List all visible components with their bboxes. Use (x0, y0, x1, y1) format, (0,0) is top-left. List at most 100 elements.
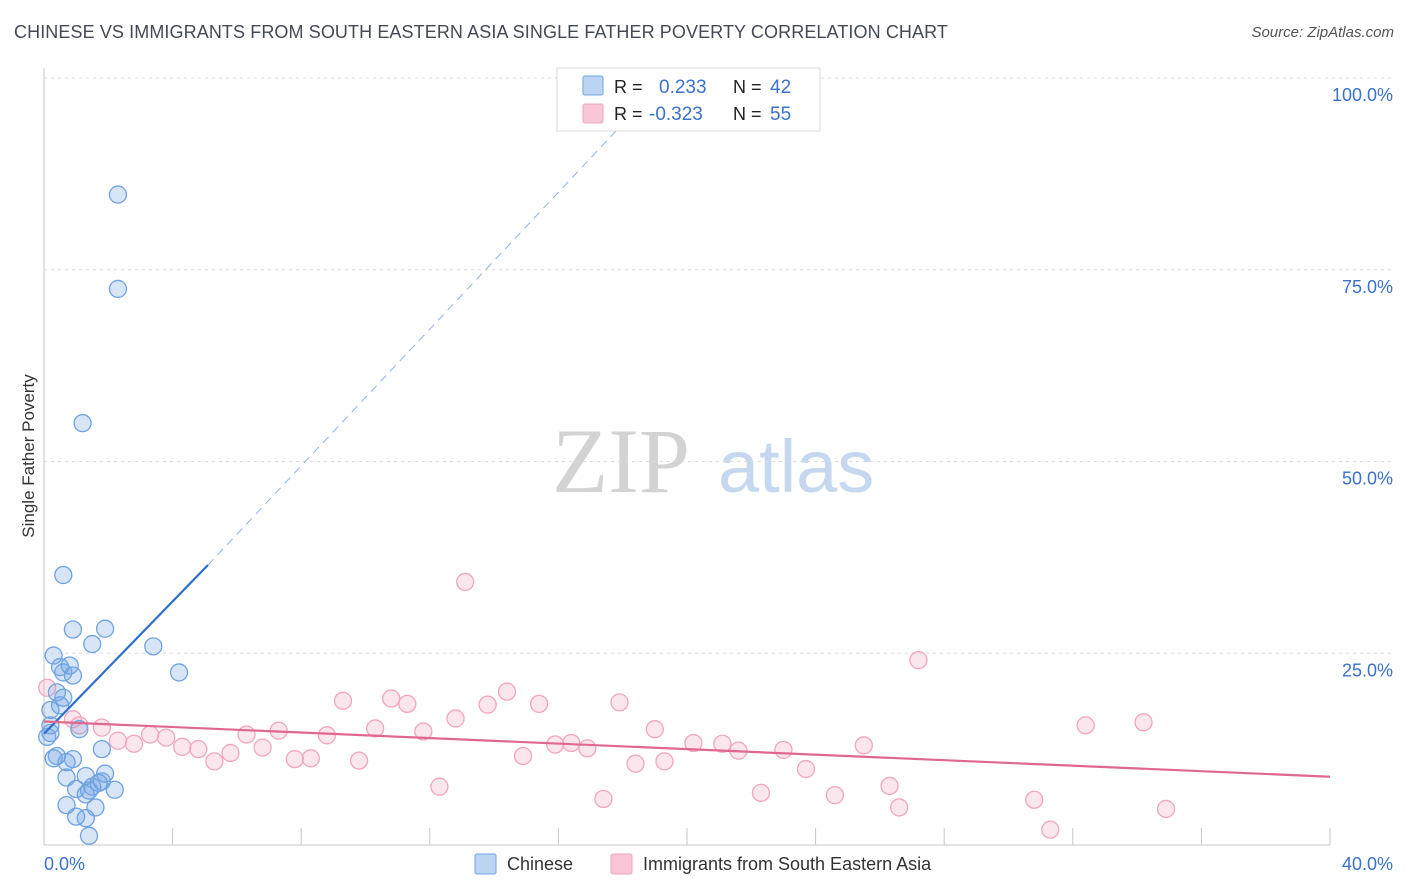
data-point-sea (430, 777, 449, 796)
data-point-chinese (54, 688, 73, 707)
data-point-sea (221, 743, 240, 763)
data-point-sea (890, 798, 909, 817)
data-point-chinese (105, 780, 124, 799)
data-point-sea (825, 785, 845, 805)
data-point-chinese (44, 646, 63, 665)
data-point-chinese (92, 772, 112, 791)
y-tick-label: 100.0% (1332, 85, 1393, 105)
data-point-sea (513, 746, 533, 766)
data-point-chinese (108, 279, 128, 299)
data-point-sea (1156, 799, 1176, 819)
data-point-sea (774, 740, 793, 760)
data-point-sea (253, 738, 272, 757)
stats-swatch-chinese (582, 75, 604, 96)
data-point-chinese (70, 720, 89, 739)
data-point-sea (92, 718, 112, 737)
data-point-sea (1025, 790, 1044, 809)
data-point-sea (909, 651, 928, 670)
data-point-sea (446, 709, 465, 728)
data-point-chinese (76, 809, 95, 828)
legend-label-sea: Immigrants from South Eastern Asia (643, 854, 932, 874)
trendline-chinese (43, 564, 209, 735)
data-point-sea (382, 689, 401, 708)
trendline-sea (43, 720, 1331, 778)
x-tick-label-min: 0.0% (44, 854, 85, 874)
y-tick-labels: 25.0% 50.0% 75.0% 100.0% (1332, 85, 1393, 680)
data-point-sea (365, 719, 385, 738)
data-point-sea (173, 737, 192, 756)
data-point-chinese (144, 637, 163, 656)
legend-swatch-chinese (474, 853, 497, 875)
data-point-sea (301, 749, 320, 768)
data-point-chinese (169, 663, 189, 682)
data-point-sea (189, 739, 208, 759)
data-point-sea (456, 572, 475, 592)
source-credit: Source: ZipAtlas.com (1251, 24, 1394, 41)
data-point-chinese (83, 634, 102, 654)
trendlines (43, 109, 1331, 778)
y-tick-label: 25.0% (1342, 660, 1393, 680)
x-tick-label-max: 40.0% (1342, 854, 1393, 874)
data-point-chinese (73, 413, 92, 433)
data-point-sea (108, 731, 128, 750)
data-point-sea (610, 693, 629, 712)
legend-swatch-sea (610, 853, 633, 875)
series-sea-points (38, 572, 1176, 839)
data-point-sea (713, 734, 732, 753)
data-point-chinese (54, 565, 73, 585)
data-point-sea (529, 694, 549, 714)
stats-n-value-sea: 55 (770, 104, 791, 125)
data-point-chinese (60, 656, 79, 675)
data-point-chinese (63, 666, 83, 685)
data-point-chinese (63, 749, 83, 769)
data-point-sea (478, 695, 497, 714)
data-point-sea (645, 720, 664, 739)
data-point-sea (578, 739, 597, 758)
data-point-chinese (79, 826, 99, 845)
series-chinese-points (38, 185, 189, 845)
y-axis-label: Single Father Poverty (19, 374, 38, 538)
data-point-sea (140, 725, 160, 744)
data-point-sea (349, 751, 369, 770)
data-point-sea (497, 682, 517, 701)
stats-n-value-chinese: 42 (770, 77, 791, 98)
data-point-sea (237, 725, 256, 744)
data-point-sea (684, 733, 703, 753)
data-point-sea (124, 734, 144, 753)
gridlines (44, 77, 1393, 654)
trendline-chinese-extension (207, 109, 636, 566)
data-point-sea (205, 752, 224, 771)
data-point-sea (414, 722, 433, 741)
watermark-atlas: atlas (718, 425, 874, 508)
data-point-sea (1134, 713, 1153, 732)
data-point-sea (285, 749, 304, 769)
x-ticks (43, 828, 1331, 845)
data-point-chinese (92, 739, 112, 759)
stats-n-label-chinese: N = (733, 77, 762, 97)
stats-swatch-sea (582, 103, 604, 124)
data-point-sea (1076, 716, 1095, 735)
data-point-sea (333, 691, 353, 710)
data-point-sea (880, 776, 899, 796)
bottom-legend: Chinese Immigrants from South Eastern As… (474, 853, 932, 875)
stats-r-label-chinese: R = (614, 77, 643, 97)
data-point-sea (1041, 820, 1060, 839)
data-point-sea (854, 736, 873, 755)
stats-r-label-sea: R = (614, 104, 643, 124)
data-point-chinese (108, 185, 128, 204)
data-point-sea (655, 752, 674, 771)
chart-title: CHINESE VS IMMIGRANTS FROM SOUTH EASTERN… (14, 22, 948, 42)
data-point-chinese (41, 700, 60, 720)
data-point-chinese (95, 619, 115, 638)
data-point-sea (398, 694, 417, 714)
stats-legend: R = 0.233 N = 42 R = -0.323 N = 55 (556, 67, 821, 132)
data-point-sea (751, 783, 771, 802)
stats-n-label-sea: N = (733, 104, 762, 124)
legend-label-chinese: Chinese (507, 854, 573, 874)
data-point-chinese (41, 723, 60, 743)
data-point-sea (157, 728, 176, 747)
stats-r-value-chinese: 0.233 (659, 77, 707, 98)
data-point-sea (317, 726, 337, 745)
data-point-sea (38, 678, 57, 697)
